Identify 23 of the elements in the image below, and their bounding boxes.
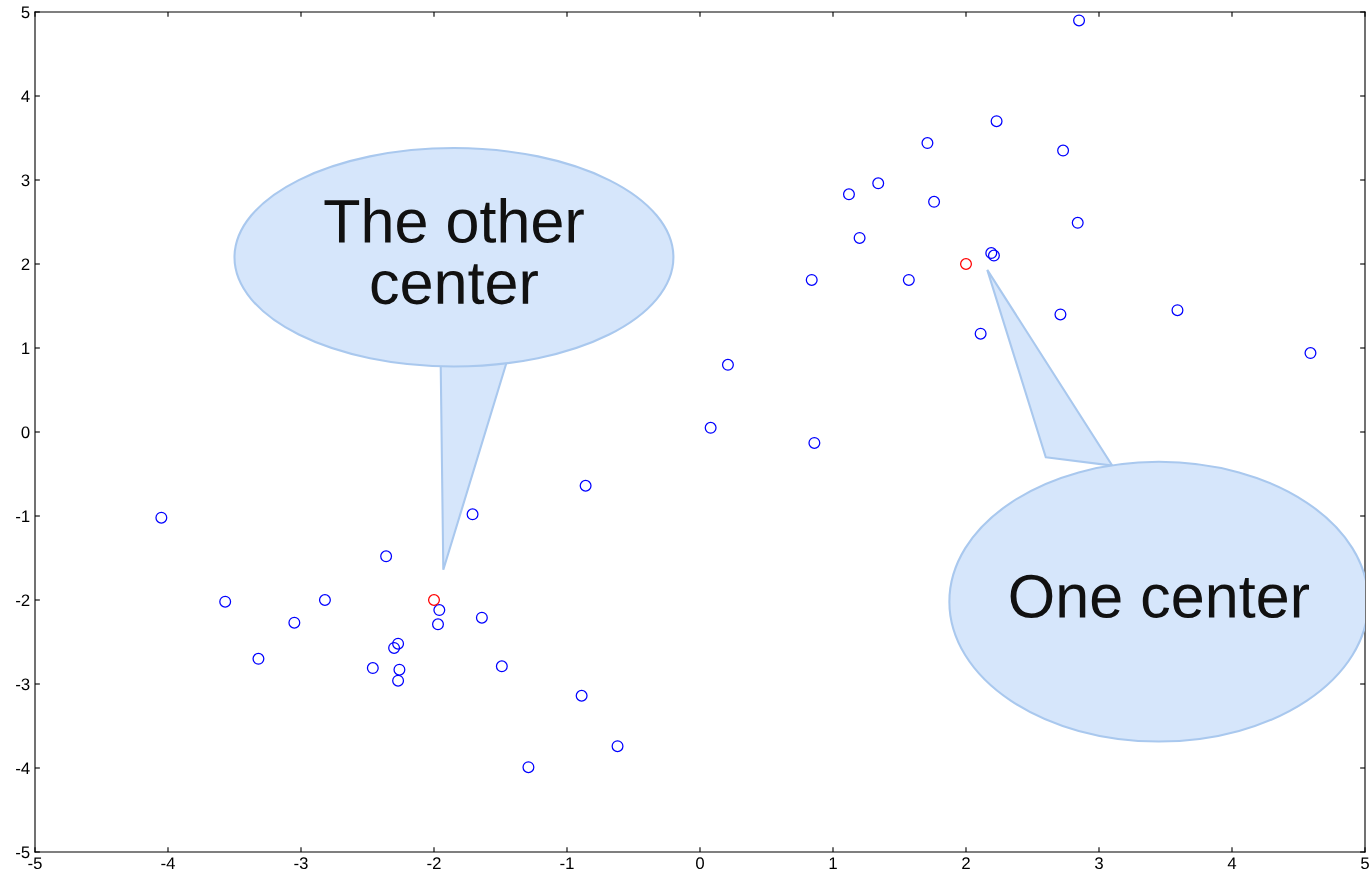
x-tick-label: -3 (294, 857, 308, 870)
x-tick-label: -1 (560, 857, 574, 869)
y-tick-label: 3 (21, 174, 30, 187)
x-tick-label: 2 (962, 857, 970, 869)
annotation: One center (1010, 574, 1310, 619)
y-tick-label: -5 (16, 846, 30, 859)
y-tick-label: 0 (21, 426, 30, 439)
y-tick-label: 2 (21, 258, 30, 271)
y-tick-label: 1 (22, 342, 30, 355)
x-tick-label: 5 (1361, 857, 1369, 870)
x-tick-label: -2 (427, 857, 441, 869)
x-tick-label: 4 (1227, 857, 1237, 869)
y-tick-label: 4 (21, 90, 30, 103)
annotation: The other center (324, 198, 584, 305)
x-tick-label: -4 (161, 857, 175, 869)
y-tick-label: -3 (16, 678, 30, 691)
x-tick-label: 1 (829, 857, 837, 869)
y-tick-label: -1 (16, 510, 30, 523)
x-tick-label: 3 (1095, 857, 1103, 870)
y-tick-label: -2 (16, 594, 30, 607)
y-tick-label: -4 (16, 762, 30, 775)
y-tick-label: 5 (21, 6, 30, 19)
x-tick-label: 0 (696, 857, 704, 870)
